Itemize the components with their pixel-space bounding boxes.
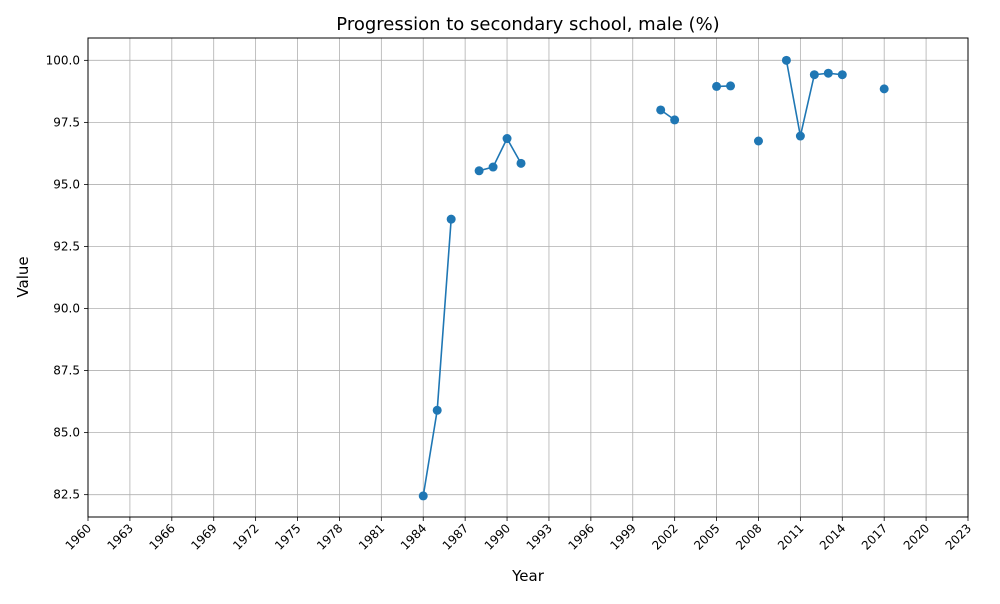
data-point [810, 70, 819, 79]
data-point [670, 115, 679, 124]
data-point [796, 132, 805, 141]
data-point [782, 56, 791, 65]
x-tick-label: 1978 [314, 521, 345, 552]
x-tick-label: 2008 [733, 521, 764, 552]
data-point [838, 70, 847, 79]
x-tick-label: 1969 [188, 521, 219, 552]
x-tick-label: 2002 [649, 521, 680, 552]
x-tick-label: 2020 [901, 521, 932, 552]
data-point [433, 406, 442, 415]
y-tick-label: 100.0 [46, 53, 80, 67]
y-axis: 82.5 85.0 87.5 90.0 92.5 95.0 97.5 100.0 [46, 53, 88, 501]
data-point [489, 163, 498, 172]
data-point [503, 134, 512, 143]
x-tick-label: 1999 [607, 521, 638, 552]
x-tick-label: 1987 [440, 521, 471, 552]
data-point [419, 491, 428, 500]
x-tick-label: 1963 [105, 521, 136, 552]
x-tick-label: 1990 [482, 521, 513, 552]
x-tick-label: 1984 [398, 521, 429, 552]
data-point [447, 215, 456, 224]
y-axis-label: Value [14, 256, 32, 297]
x-axis-label: Year [511, 567, 545, 585]
y-tick-label: 87.5 [53, 364, 80, 378]
data-point [880, 84, 889, 93]
x-tick-label: 1975 [272, 521, 303, 552]
x-tick-label: 2005 [691, 521, 722, 552]
data-point [517, 159, 526, 168]
y-tick-label: 95.0 [53, 177, 80, 191]
chart-title: Progression to secondary school, male (%… [336, 14, 719, 35]
data-point [726, 81, 735, 90]
data-point [712, 82, 721, 91]
data-point [656, 105, 665, 114]
plot-frame [88, 38, 968, 517]
x-tick-label: 2011 [775, 521, 806, 552]
y-tick-label: 97.5 [53, 115, 80, 129]
series-line [479, 139, 521, 171]
series-line [423, 219, 451, 496]
x-tick-label: 1972 [230, 521, 261, 552]
x-tick-label: 1966 [146, 521, 177, 552]
x-tick-label: 1996 [565, 521, 596, 552]
x-tick-label: 1993 [524, 521, 555, 552]
y-tick-label: 92.5 [53, 239, 80, 253]
x-axis: 1960 1963 1966 1969 1972 1975 1978 1981 1984 1987… [63, 517, 974, 553]
x-tick-label: 2023 [943, 521, 974, 552]
data-point [475, 166, 484, 175]
grid [88, 38, 968, 517]
x-tick-label: 1960 [63, 521, 94, 552]
y-tick-label: 85.0 [53, 426, 80, 440]
x-tick-label: 2017 [859, 521, 890, 552]
data-point [754, 136, 763, 145]
x-tick-label: 2014 [817, 521, 848, 552]
data-point [824, 69, 833, 78]
y-tick-label: 90.0 [53, 302, 80, 316]
y-tick-label: 82.5 [53, 488, 80, 502]
x-tick-label: 1981 [356, 521, 387, 552]
